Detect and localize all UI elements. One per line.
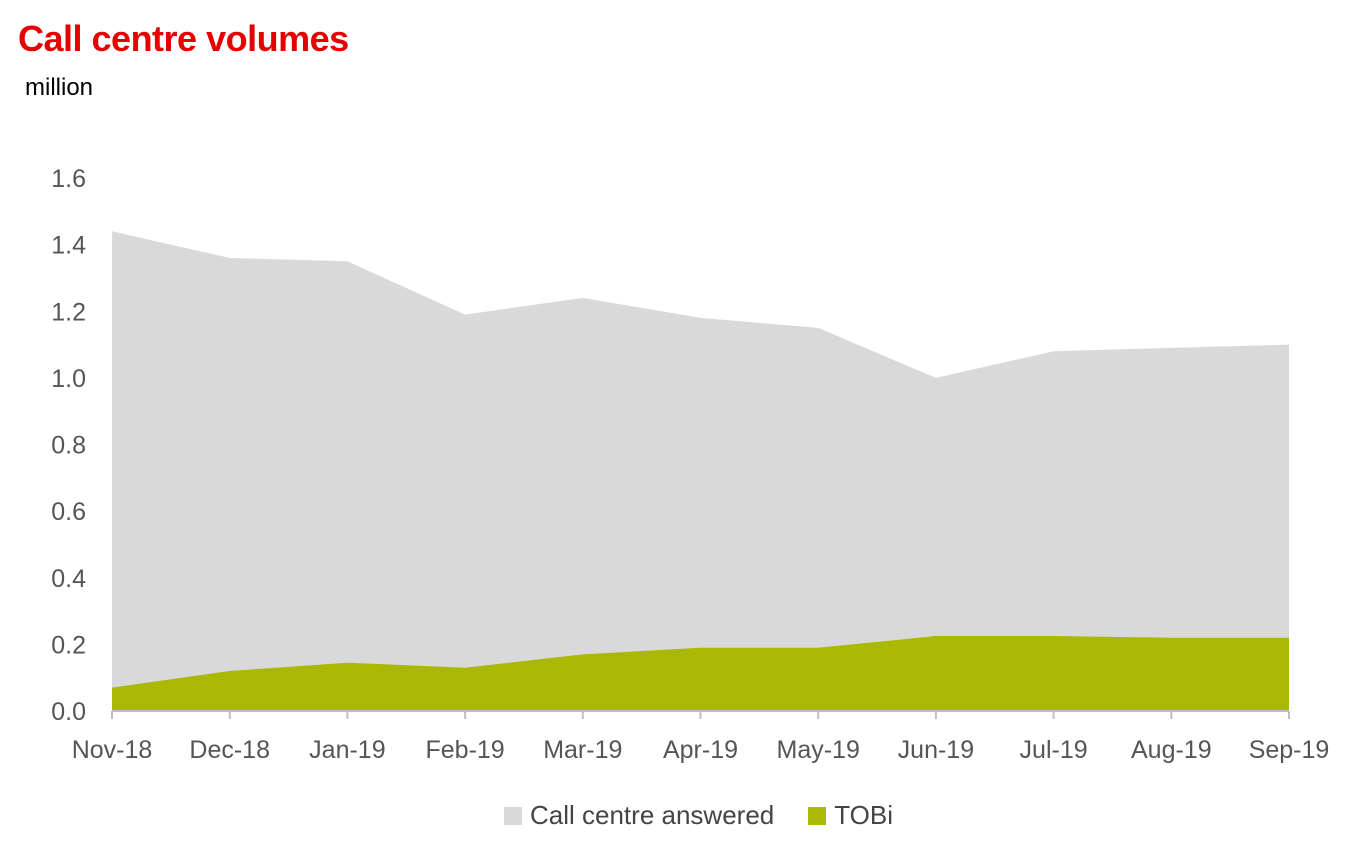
y-tick-label: 1.6 xyxy=(51,165,86,193)
y-tick-label: 0.6 xyxy=(51,498,86,526)
legend-label-answered: Call centre answered xyxy=(530,800,775,830)
x-axis xyxy=(111,710,1290,719)
legend-swatch-tobi xyxy=(808,806,827,825)
y-tick-label: 0.8 xyxy=(51,432,86,460)
y-tick-label: 1.4 xyxy=(51,232,86,260)
x-tick-label: Sep-19 xyxy=(1249,736,1330,764)
legend-swatch-answered xyxy=(504,806,522,825)
legend-item-tobi: TOBi xyxy=(808,800,893,831)
y-tick-label: 0.2 xyxy=(51,631,86,659)
y-tick-label: 1.0 xyxy=(51,365,86,393)
y-tick-label: 0.0 xyxy=(51,698,86,726)
x-tick-label: May-19 xyxy=(777,736,860,764)
legend: Call centre answered TOBi xyxy=(504,800,927,831)
x-tick-label: Jul-19 xyxy=(1020,736,1088,764)
x-tick-label: Apr-19 xyxy=(663,736,738,764)
x-tick-label: Mar-19 xyxy=(543,736,622,764)
x-tick-label: Feb-19 xyxy=(425,736,504,764)
legend-label-tobi: TOBi xyxy=(834,800,893,830)
series-areas xyxy=(111,231,1290,712)
area-call-centre-answered xyxy=(112,231,1289,712)
x-tick-label: Nov-18 xyxy=(72,736,153,764)
x-axis-ticks: Nov-18 Dec-18 Jan-19 Feb-19 Mar-19 Apr-19 May-… xyxy=(72,736,1330,764)
unit-label: million xyxy=(25,74,94,101)
x-tick-label: Dec-18 xyxy=(189,736,270,764)
x-tick-label: Aug-19 xyxy=(1131,736,1212,764)
y-axis-ticks: 0.0 0.2 0.4 0.6 0.8 1.0 1.2 1.4 1.6 xyxy=(51,165,86,726)
y-tick-label: 0.4 xyxy=(51,565,86,593)
legend-item-answered: Call centre answered xyxy=(504,800,774,831)
y-tick-label: 1.2 xyxy=(51,298,86,326)
x-tick-label: Jan-19 xyxy=(309,736,385,764)
area-tobi xyxy=(112,636,1289,711)
x-tick-label: Jun-19 xyxy=(898,736,974,764)
chart-title: Call centre volumes xyxy=(18,18,349,59)
